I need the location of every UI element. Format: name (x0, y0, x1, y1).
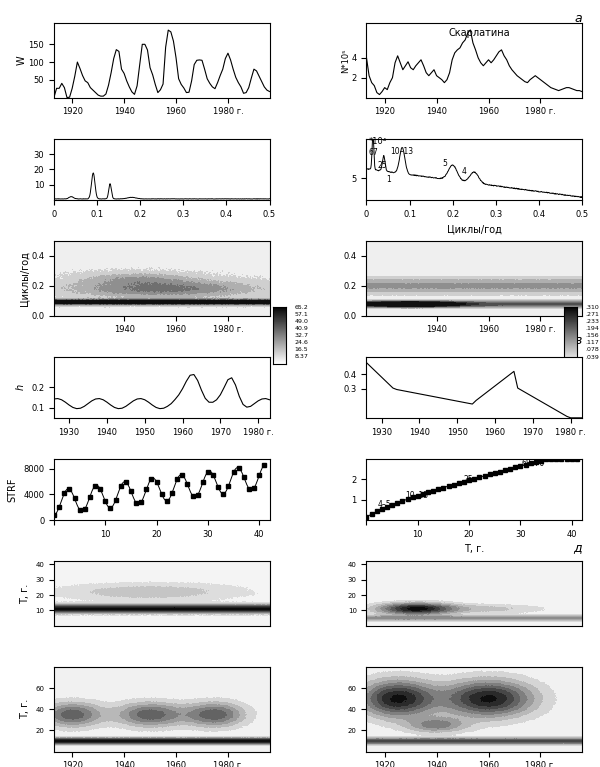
Text: .156: .156 (586, 333, 599, 338)
Text: 25: 25 (463, 476, 473, 484)
Text: д: д (574, 541, 582, 554)
Text: 40.9: 40.9 (295, 326, 308, 331)
Y-axis label: W: W (17, 55, 27, 65)
Text: г: г (575, 456, 582, 469)
Text: 49.0: 49.0 (295, 319, 308, 324)
Text: 16.5: 16.5 (295, 347, 308, 352)
Text: 4–5: 4–5 (377, 499, 391, 509)
Text: 24.6: 24.6 (295, 341, 308, 345)
Y-axis label: T, г.: T, г. (20, 584, 30, 604)
Text: 10–13: 10–13 (405, 491, 428, 499)
Y-axis label: N*10⁵: N*10⁵ (341, 48, 350, 73)
X-axis label: T, г.: T, г. (464, 545, 484, 555)
Text: 4: 4 (461, 167, 466, 176)
X-axis label: Циклы/год: Циклы/год (447, 224, 502, 234)
Text: в: в (575, 334, 582, 347)
Text: 8.37: 8.37 (295, 354, 308, 360)
Text: е: е (574, 610, 582, 623)
Text: .271: .271 (586, 312, 599, 317)
Text: .310: .310 (586, 304, 599, 310)
Text: 10–13: 10–13 (390, 147, 413, 156)
Y-axis label: T, г.: T, г. (20, 700, 30, 719)
Text: 57.1: 57.1 (295, 311, 308, 317)
Text: .117: .117 (586, 341, 599, 345)
Text: а: а (574, 12, 582, 25)
Text: б: б (574, 184, 582, 197)
Text: .233: .233 (586, 319, 600, 324)
Y-axis label: Циклы/год: Циклы/год (20, 251, 30, 306)
Text: *10⁴: *10⁴ (368, 137, 387, 146)
Text: .039: .039 (586, 354, 599, 360)
Text: 65.2: 65.2 (295, 304, 308, 310)
Y-axis label: STRF: STRF (8, 477, 17, 502)
Text: Скарлатина: Скарлатина (448, 28, 510, 38)
Text: 5: 5 (442, 160, 447, 168)
Text: 67: 67 (368, 148, 379, 157)
Text: 25: 25 (377, 161, 387, 170)
Text: 32.7: 32.7 (295, 333, 309, 338)
Text: 1: 1 (386, 175, 391, 183)
Y-axis label: h: h (16, 384, 26, 390)
Text: .078: .078 (586, 347, 599, 352)
Text: .194: .194 (586, 326, 599, 331)
Text: 68–70: 68–70 (521, 459, 545, 469)
